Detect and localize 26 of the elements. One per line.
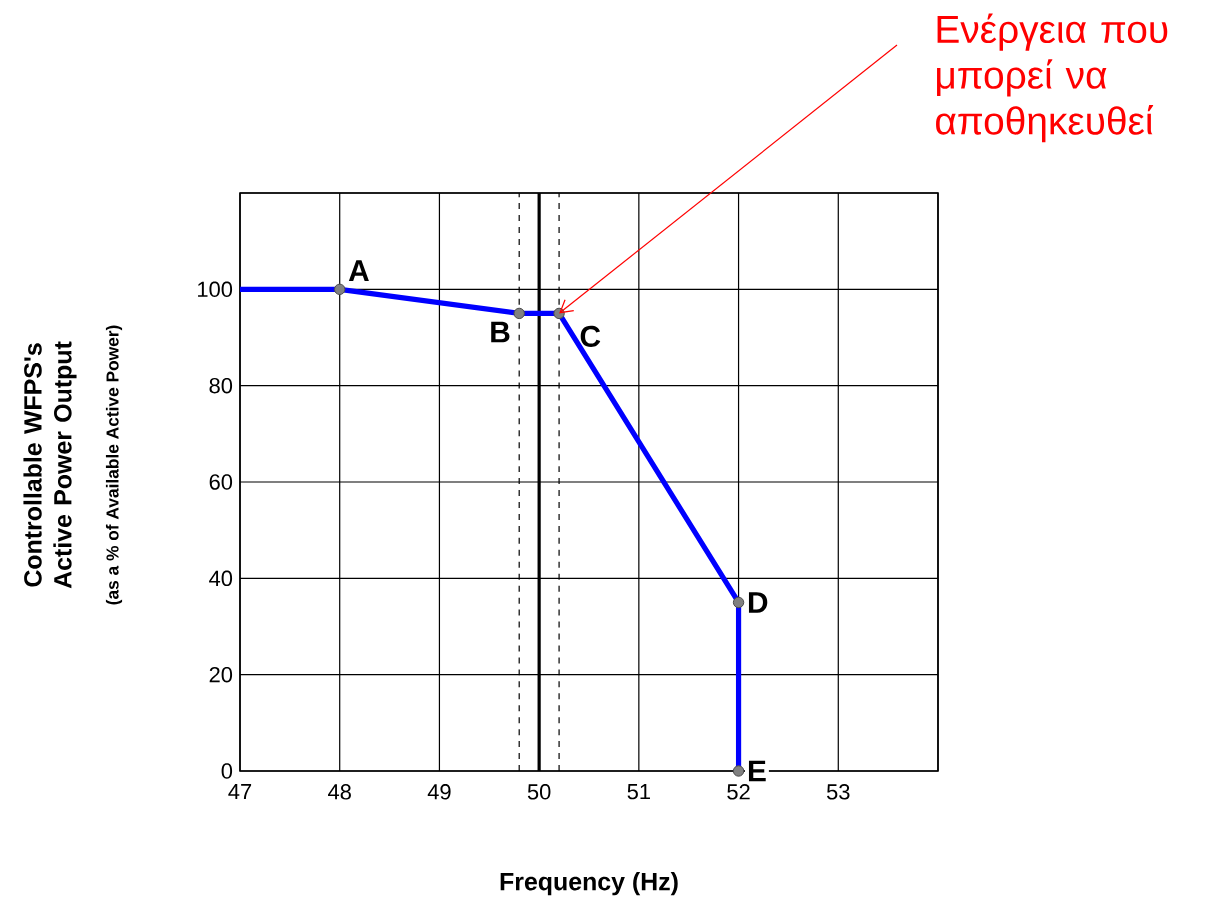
annotation: E [748, 760, 766, 782]
annotation: C [580, 325, 601, 347]
text: Controllable WFPS's Active Power Output [23, 341, 77, 589]
x-tick-label: 50 [527, 784, 551, 800]
x-axis-title: Frequency (Hz) [500, 872, 678, 896]
annotation: A [348, 260, 369, 281]
text: (as a % of Available Active Power) [105, 325, 123, 605]
x-tick-label: 49 [427, 784, 451, 800]
point [732, 765, 745, 777]
point [732, 596, 745, 609]
y-tick-label: 100 [198, 281, 233, 298]
x-tick-label: 53 [826, 784, 850, 800]
y-tick-label: 0 [221, 763, 233, 779]
x-tick-label: 48 [328, 784, 351, 800]
y-tick-label: 60 [209, 474, 233, 490]
point [513, 307, 525, 320]
annotation: Ενέργεια που μπορεί να αποθηκευθεί [936, 13, 1168, 143]
x-tick-label: 47 [228, 784, 252, 800]
annotation: D [748, 592, 768, 613]
x-tick-label: 52 [727, 784, 750, 800]
y-tick-label: 20 [209, 666, 233, 683]
y-tick-label: 80 [209, 377, 233, 394]
y-tick-label: 40 [209, 570, 233, 587]
point [334, 283, 346, 296]
x-tick-label: 51 [627, 784, 650, 800]
annotation: B [491, 321, 510, 343]
